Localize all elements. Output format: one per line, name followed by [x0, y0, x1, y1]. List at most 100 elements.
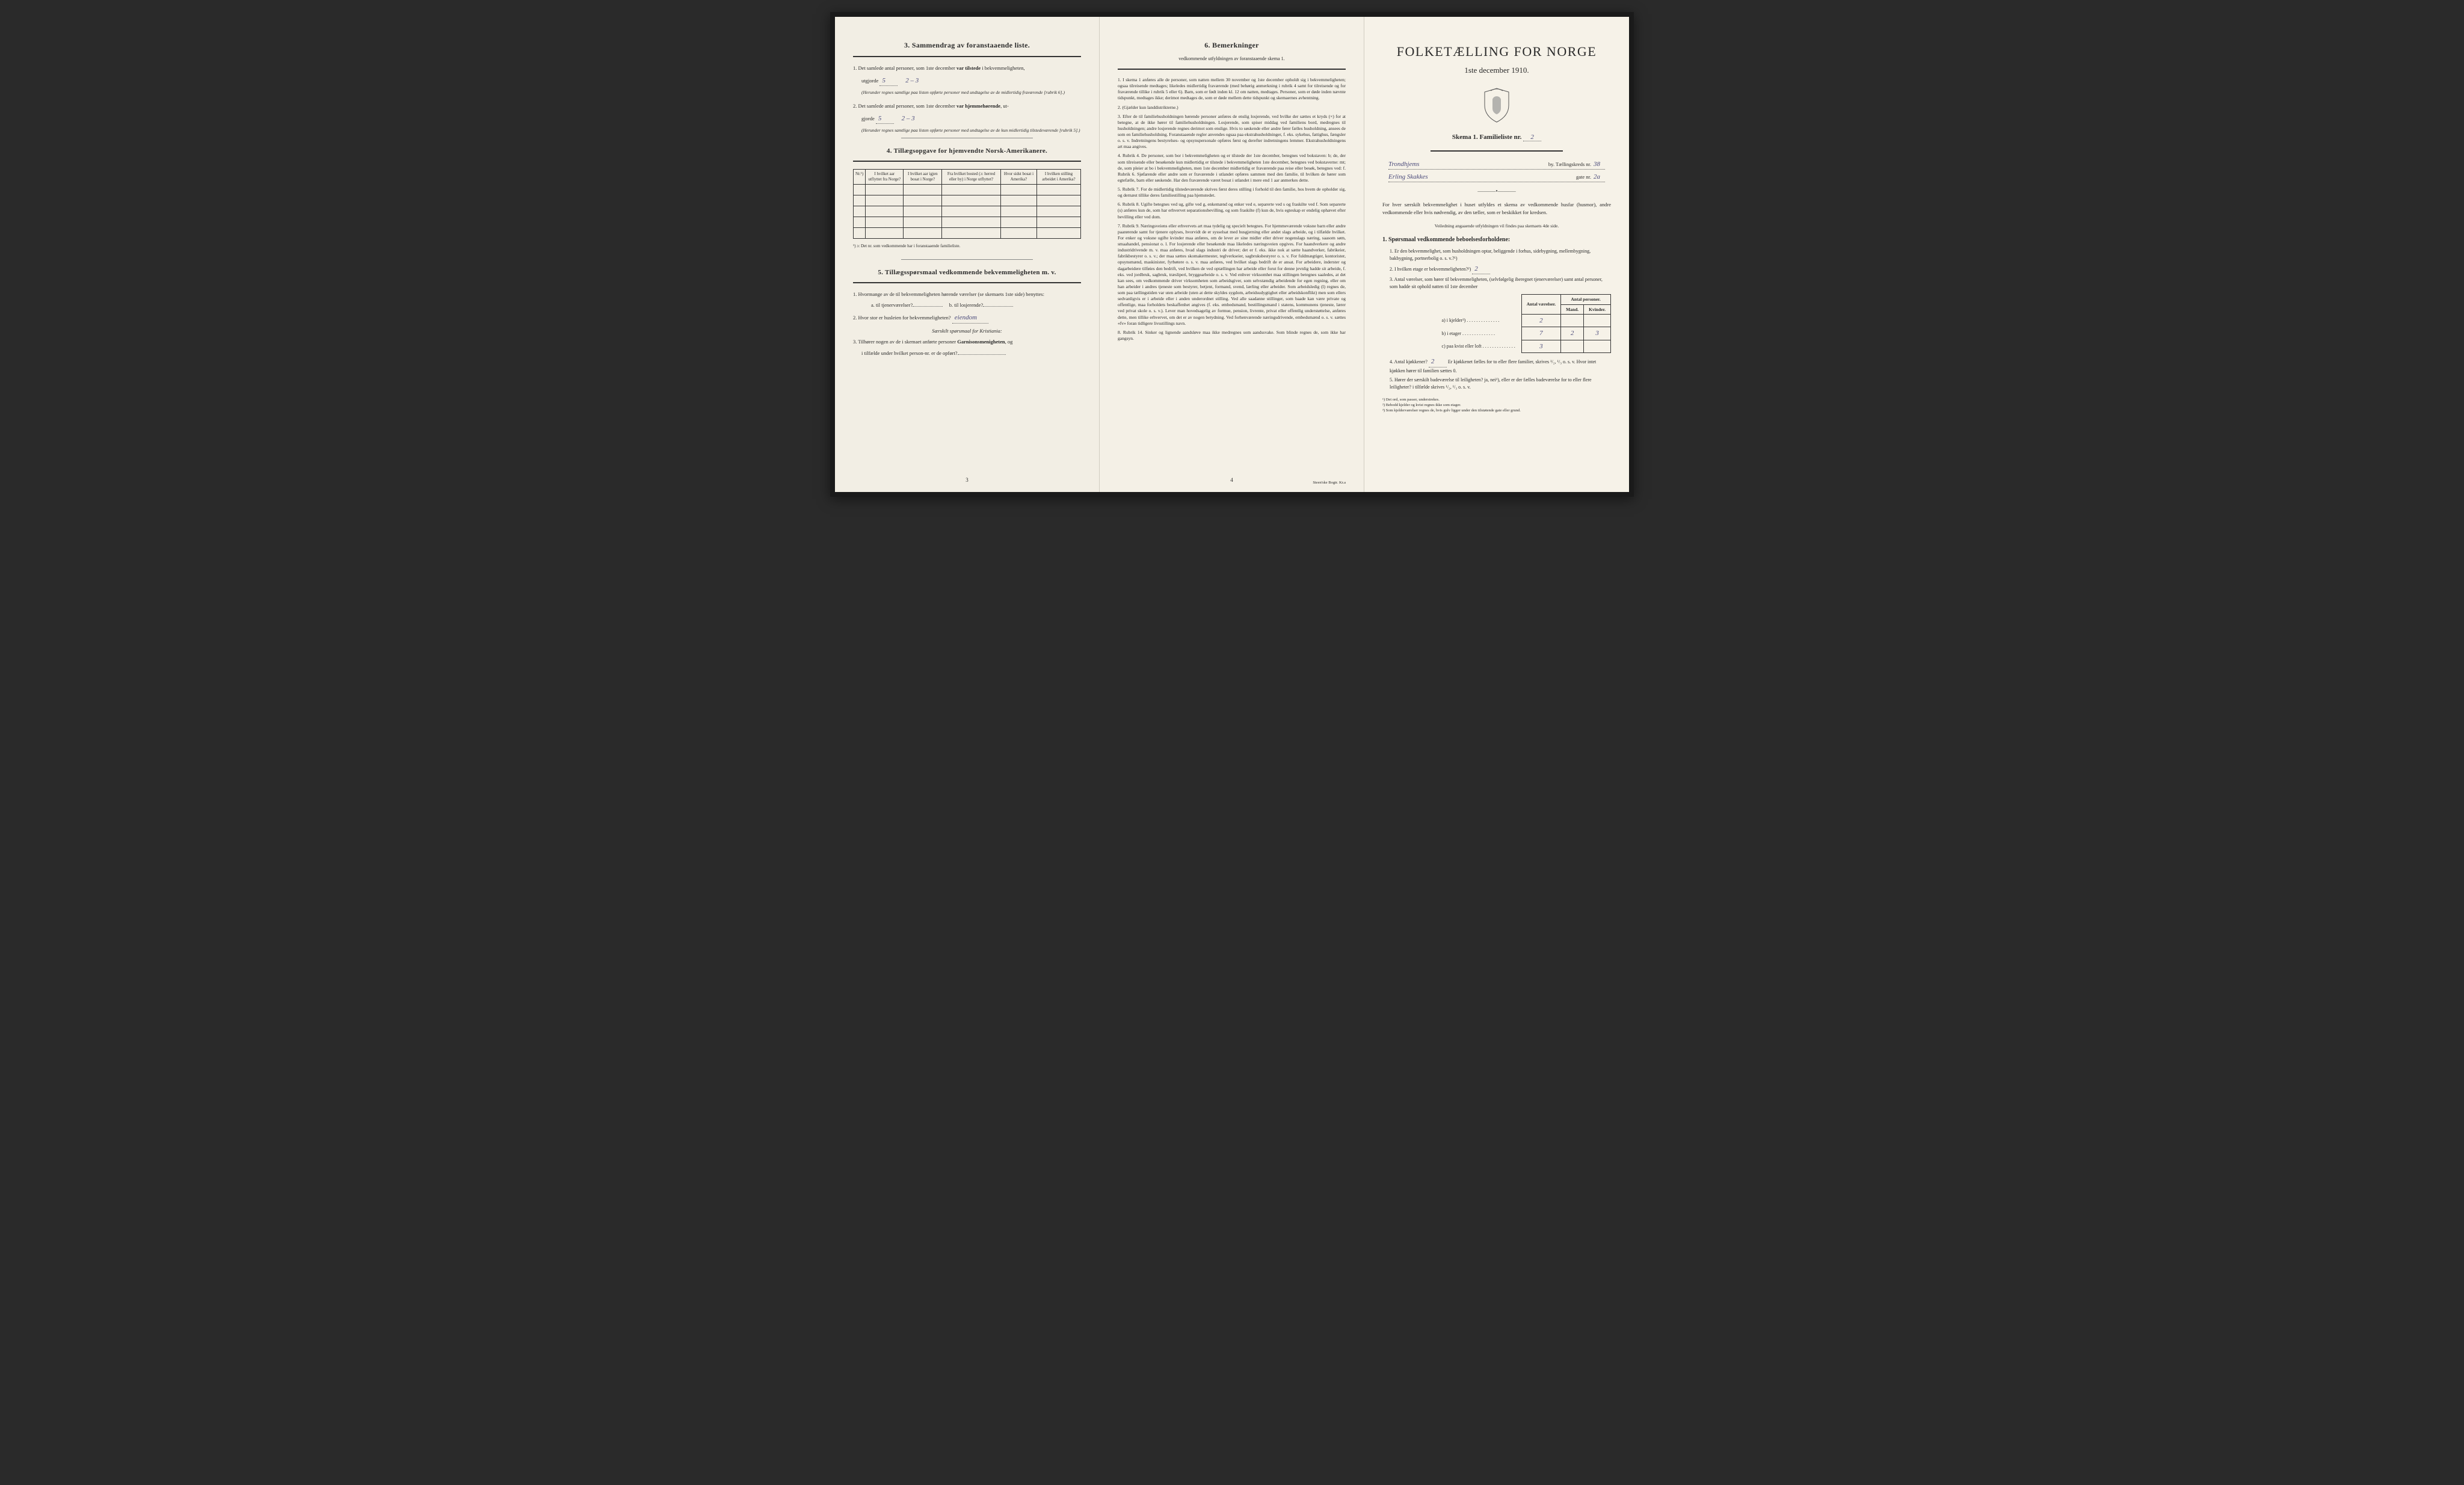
table-cell [854, 195, 866, 206]
text-italic: (Herunder regnes samtlige paa listen opf… [861, 128, 1080, 133]
table-cell [1000, 217, 1036, 227]
table-header-row: Nr.¹)I hvilket aar utflyttet fra Norge?I… [854, 169, 1081, 184]
intro-note: Veiledning angaaende utfyldningen vil fi… [1382, 223, 1611, 229]
table-cell [866, 184, 904, 195]
q3: 3. Antal værelser, som hører til bekvemm… [1390, 276, 1611, 291]
table-cell [1584, 340, 1611, 353]
text: i bekvemmeligheten, [981, 65, 1024, 71]
text: i tilfælde under hvilket person-nr. er d… [861, 350, 958, 356]
table-row: a) i kjelder³) . . . . . . . . . . . . .… [1437, 314, 1611, 327]
table-row [854, 227, 1081, 238]
text: , ut- [1000, 103, 1009, 109]
footnote: ³) Som kjelderværelser regnes de, hvis g… [1382, 408, 1611, 413]
text: 2. Det samlede antal personer, som 1ste … [853, 103, 956, 109]
trifold-document: 3. Sammendrag av foranstaaende liste. 1.… [830, 12, 1634, 497]
table-cell [942, 195, 1001, 206]
table-body: a) i kjelder³) . . . . . . . . . . . . .… [1437, 314, 1611, 353]
stats-table: Antal værelser. Antal personer. Mand. Kv… [1437, 294, 1611, 353]
sec3-item2-line2: gjorde 5 2 – 3 [861, 114, 1081, 125]
sec3-item1: 1. Det samlede antal personer, som 1ste … [853, 64, 1081, 72]
table-cell [942, 217, 1001, 227]
table-row: b) i etager . . . . . . . . . . . . . .7… [1437, 327, 1611, 340]
paragraph: 8. Rubrik 14. Sinker og lignende aandslø… [1118, 330, 1346, 342]
table-cell [904, 217, 942, 227]
sec5-item2: 2. Hvor stor er husleien for bekvemmelig… [853, 313, 1081, 324]
table-cell [866, 195, 904, 206]
text-italic: (Herunder regnes samtlige paa listen opf… [861, 90, 1065, 95]
sec6-paragraphs: 1. I skema 1 anføres alle de personer, s… [1118, 77, 1346, 342]
handwritten-value: 2 [1523, 134, 1541, 141]
table-cell [1037, 227, 1081, 238]
sec3-fine2: (Herunder regnes samtlige paa listen opf… [861, 128, 1081, 134]
handwritten-value: 2 [1472, 264, 1490, 275]
sec3-fine1: (Herunder regnes samtlige paa listen opf… [861, 90, 1081, 96]
paragraph: 6. Rubrik 8. Ugifte betegnes ved ug, gif… [1118, 201, 1346, 220]
table-row: Antal værelser. Antal personer. [1437, 295, 1611, 304]
table-cell: 3 [1584, 327, 1611, 340]
text-italic: Særskilt spørsmaal for Kristiania: [932, 328, 1002, 334]
handwritten-value: 5 [876, 114, 894, 125]
page-number: 3 [966, 477, 969, 483]
text: 4. Antal kjøkkener? [1390, 359, 1428, 364]
ornament-icon: ―――•――― [1382, 188, 1611, 195]
text-bold: 1. Spørsmaal vedkommende beboelsesforhol… [1382, 236, 1510, 243]
table-cell [1037, 195, 1081, 206]
table-row [854, 184, 1081, 195]
table-cell [942, 227, 1001, 238]
imprint: Steen'ske Bogtr. Kr.a [1313, 481, 1346, 485]
col-header: Fra hvilket bosted (ɔ: herred eller by) … [942, 169, 1001, 184]
table-row [854, 206, 1081, 217]
table-cell [866, 206, 904, 217]
blank-fill [958, 354, 1006, 355]
table-cell [1000, 184, 1036, 195]
table-sec4: Nr.¹)I hvilket aar utflyttet fra Norge?I… [853, 169, 1081, 239]
col-header: I hvilken stilling arbeidet i Amerika? [1037, 169, 1081, 184]
handwritten-value: 2a [1594, 173, 1600, 180]
paragraph: 4. Rubrik 4. De personer, som bor i bekv… [1118, 153, 1346, 183]
table-cell [866, 227, 904, 238]
text: a. til tjenerværelser? [871, 302, 913, 308]
footnote: ¹) Det ord, som passer, understrekes. [1382, 397, 1611, 402]
q2: 2. I hvilken etage er bekvemmeligheten?²… [1390, 264, 1611, 275]
sec5-item3d: i tilfælde under hvilket person-nr. er d… [861, 349, 1081, 357]
sec4-title: 4. Tillægsopgave for hjemvendte Norsk-Am… [853, 147, 1081, 155]
city-line: Trondhjems by. Tællingskreds nr. 38 [1388, 161, 1605, 170]
table-cell [1037, 206, 1081, 217]
text: gjorde [861, 115, 875, 121]
text: gate nr. [1576, 174, 1591, 180]
text: 1. Det samlede antal personer, som 1ste … [853, 65, 956, 71]
text-bold: var tilstede [956, 65, 981, 71]
handwritten-value: 2 – 3 [905, 77, 919, 84]
sec5-item1-sub: a. til tjenerværelser? b. til losjerende… [871, 301, 1081, 309]
table-row [854, 195, 1081, 206]
page-number: 4 [1230, 477, 1233, 483]
handwritten-value: 2 – 3 [902, 115, 915, 122]
table-cell [1037, 217, 1081, 227]
col-header: Nr.¹) [854, 169, 866, 184]
footnote: ²) Bebodd kjelder og kvist regnes ikke s… [1382, 402, 1611, 408]
text: utgjorde [861, 78, 878, 84]
table-cell [854, 206, 866, 217]
document-subtitle: 1ste december 1910. [1382, 66, 1611, 75]
text-bold: Skema 1. Familieliste nr. [1452, 134, 1521, 141]
footnotes: ¹) Det ord, som passer, understrekes.²) … [1382, 397, 1611, 413]
handwritten-value: 38 [1594, 161, 1600, 168]
sec1-title: 1. Spørsmaal vedkommende beboelsesforhol… [1382, 235, 1611, 244]
col-header: I hvilket aar igjen bosat i Norge? [904, 169, 942, 184]
sec5-title: 5. Tillægsspørsmaal vedkommende bekvemme… [853, 269, 1081, 276]
handwritten-value: 5 [879, 76, 898, 87]
paragraph: 7. Rubrik 9. Næringsveiens eller erhverv… [1118, 223, 1346, 327]
text: by. Tællingskreds nr. [1548, 161, 1591, 167]
text-bold: var hjemmehørende [956, 103, 1000, 109]
sec6-subtitle: vedkommende utfyldningen av foranstaaend… [1118, 56, 1346, 61]
text: , og [1005, 339, 1013, 345]
table-cell [854, 227, 866, 238]
paragraph: 3. Efter de til familiehusholdningen hør… [1118, 114, 1346, 150]
col-header: Antal værelser. [1521, 295, 1560, 315]
paragraph: 5. Rubrik 7. For de midlertidig tilstede… [1118, 186, 1346, 198]
handwritten-value: eiendom [952, 313, 988, 324]
table-cell: 2 [1521, 314, 1560, 327]
col-subheader: Mand. [1561, 304, 1584, 314]
sec5-item3: 3. Tilhører nogen av de i skemaet anført… [853, 338, 1081, 346]
table-cell [942, 206, 1001, 217]
